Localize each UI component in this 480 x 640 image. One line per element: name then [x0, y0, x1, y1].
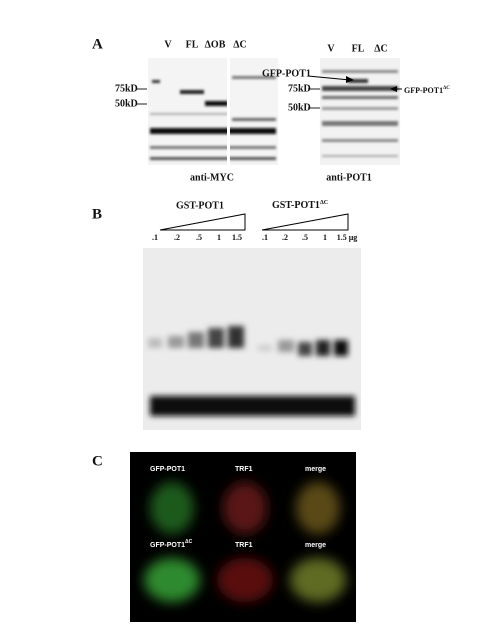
lane-label: 1 — [323, 233, 327, 242]
label: TRF1 — [235, 542, 253, 549]
lane-label: FL — [352, 43, 365, 54]
lane-label: V — [164, 39, 172, 50]
arrowhead — [390, 86, 397, 92]
marker-label: 50kD — [115, 98, 138, 109]
marker-label: 75kD — [288, 83, 311, 94]
panel-label: A — [92, 36, 103, 52]
blot-right — [320, 58, 400, 165]
cell-labels: GFP-POT1 TRF1 merge GFP-POT1ΔC TRF1 merge — [150, 466, 326, 549]
lane-label: .1 — [152, 233, 158, 242]
arrow-label: GFP-POT1 — [262, 68, 311, 79]
lane-label: ΔC — [233, 39, 247, 50]
lane-label: .1 — [262, 233, 268, 242]
lane-labels: .1 .2 .5 1 1.5 .1 .2 .5 1 1.5 µg — [152, 233, 357, 242]
lane-label: 1 — [217, 233, 221, 242]
marker-label: 75kD — [115, 83, 138, 94]
group-label: GST-POT1ΔC — [272, 200, 328, 211]
label: TRF1 — [235, 466, 253, 473]
lane-label: .5 — [302, 233, 308, 242]
label: GFP-POT1ΔC — [150, 539, 193, 549]
blot-left — [148, 55, 278, 167]
arrow — [307, 75, 351, 81]
panel-label: C — [92, 453, 103, 469]
marker-label: 50kD — [288, 102, 311, 113]
lane-label: V — [327, 43, 335, 54]
arrow-label: GFP-POT1ΔC — [404, 86, 450, 95]
lane-label: .2 — [174, 233, 180, 242]
lane-label: FL — [186, 39, 199, 50]
lane-labels: V FL ΔC — [327, 43, 387, 54]
label: merge — [305, 542, 326, 549]
group-label: GST-POT1 — [176, 200, 224, 211]
panel-label: B — [92, 206, 102, 222]
lane-label: 1.5 µg — [337, 233, 358, 242]
blot-caption: anti-POT1 — [326, 172, 372, 183]
gradient-triangle — [261, 213, 349, 231]
gel — [143, 248, 361, 430]
gradient-triangle — [159, 213, 246, 231]
arrowhead — [346, 76, 354, 83]
lane-label: .5 — [196, 233, 202, 242]
lane-label: .2 — [282, 233, 288, 242]
blot-caption: anti-MYC — [190, 172, 234, 183]
lane-label: 1.5 — [232, 233, 242, 242]
lane-label: ΔC — [374, 43, 388, 54]
lane-label: ΔOB — [205, 39, 226, 50]
label: GFP-POT1 — [150, 466, 185, 473]
label: merge — [305, 466, 326, 473]
lane-labels: V FL ΔOB ΔC — [164, 39, 246, 50]
cells — [144, 482, 346, 602]
